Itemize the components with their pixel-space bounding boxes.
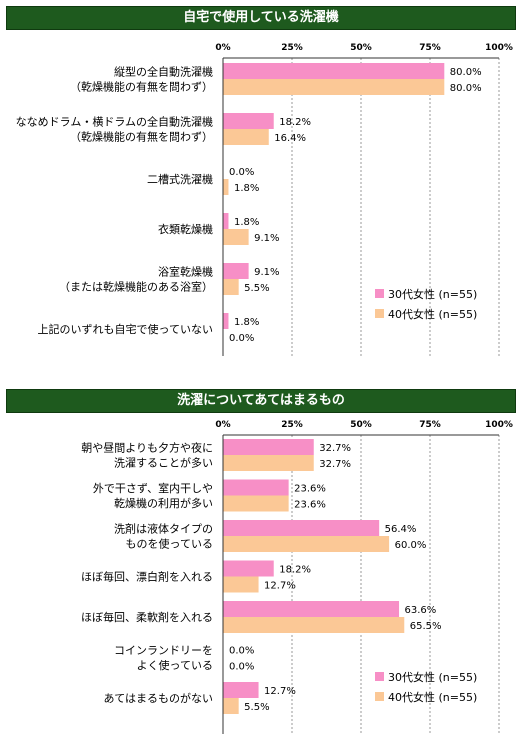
bar-40s (223, 79, 445, 95)
bar-30s (223, 682, 259, 698)
data-label: 32.7% (319, 459, 351, 470)
category-label: ものを使っている (126, 538, 213, 551)
bar-30s (223, 520, 380, 536)
bar-40s (223, 576, 259, 593)
category-label: よく使っている (137, 659, 213, 672)
data-label: 60.0% (395, 540, 427, 551)
category-label: 外で干さず、室内干しや (93, 481, 213, 495)
legend-swatch-30s (375, 672, 384, 681)
category-label: 洗剤は液体タイプの (114, 522, 213, 536)
bar-40s (223, 129, 269, 145)
category-label: 朝や昼間よりも夕方や夜に (81, 441, 213, 455)
data-label: 56.4% (385, 524, 417, 535)
data-label: 12.7% (264, 581, 296, 592)
bar-chart: 0% 25% 50% 75% 100%縦型の全自動洗濯機（乾燥機能の有無を問わず）80.… (16, 43, 513, 356)
data-label: 1.8% (234, 317, 259, 328)
bar-40s (223, 179, 229, 195)
category-label: 上記のいずれも自宅で使っていない (38, 322, 213, 336)
category-label: 二槽式洗濯機 (147, 172, 213, 186)
category-label: （乾燥機能の有無を問わず） (70, 130, 213, 144)
data-label: 16.4% (274, 133, 306, 144)
data-label: 5.5% (244, 283, 269, 294)
data-label: 80.0% (450, 83, 482, 94)
data-label: 5.5% (244, 702, 269, 713)
bar-40s (223, 536, 390, 552)
legend-swatch-30s (375, 289, 384, 298)
data-label: 0.0% (229, 167, 254, 178)
data-label: 12.7% (264, 686, 296, 697)
bar-30s (223, 479, 289, 496)
data-label: 32.7% (319, 443, 351, 454)
x-tick-label: 25% (281, 43, 303, 53)
data-label: 80.0% (450, 67, 482, 78)
bar-40s (223, 455, 314, 471)
legend-label: 40代女性 (n=55) (388, 690, 477, 704)
category-label: 乾燥機の利用が多い (114, 496, 213, 510)
x-tick-label: 100% (485, 420, 513, 430)
x-tick-label: 75% (419, 420, 441, 430)
category-label: （乾燥機能の有無を問わず） (70, 80, 213, 94)
data-label: 23.6% (294, 500, 326, 511)
legend-swatch-40s (375, 309, 384, 318)
chart-panel-laundry-habits: 洗濯についてあてはまるもの 0% 25% 50% 75% 100% 朝や昼間よりも夕方や夜… (6, 389, 516, 734)
legend-label: 30代女性 (n=55) (388, 670, 477, 684)
category-label: ななめドラム・横ドラムの全自動洗濯機 (16, 115, 213, 129)
x-tick-label: 0% (215, 43, 230, 53)
bar-40s (223, 617, 405, 633)
bar-40s (223, 698, 239, 714)
category-label: 浴室乾燥機 (158, 265, 213, 279)
category-label: あてはまるものがない (103, 691, 213, 705)
x-tick-label: 25% (281, 420, 303, 430)
data-label: 65.5% (410, 621, 442, 632)
bar-30s (223, 313, 229, 329)
x-tick-label: 75% (419, 43, 441, 53)
data-label: 0.0% (229, 662, 254, 673)
data-label: 18.2% (279, 117, 311, 128)
legend-label: 40代女性 (n=55) (388, 307, 477, 321)
x-tick-label: 100% (485, 43, 513, 53)
chart-title: 自宅で使用している洗濯機 (6, 6, 516, 30)
chart-title: 洗濯についてあてはまるもの (6, 389, 516, 413)
category-label: ほぼ毎回、漂白剤を入れる (81, 570, 213, 584)
data-label: 63.6% (405, 605, 437, 616)
data-label: 0.0% (229, 333, 254, 344)
bar-40s (223, 229, 249, 245)
chart-panel-washing-machines: 自宅で使用している洗濯機 0% 25% 50% 75% 100% 縦型の全自動洗濯機 （乾燥… (6, 6, 516, 356)
bar-30s (223, 560, 274, 577)
data-label: 9.1% (254, 267, 279, 278)
bar-30s (223, 601, 400, 617)
bar-30s (223, 263, 249, 279)
data-label: 18.2% (279, 565, 311, 576)
bar-40s (223, 495, 289, 512)
bar-30s (223, 213, 229, 229)
data-label: 1.8% (234, 183, 259, 194)
legend-swatch-40s (375, 692, 384, 701)
category-label: 洗濯することが多い (114, 456, 213, 470)
data-label: 23.6% (294, 484, 326, 495)
legend-label: 30代女性 (n=55) (388, 287, 477, 301)
category-label: ほぼ毎回、柔軟剤を入れる (81, 610, 213, 624)
x-tick-label: 0% (215, 420, 230, 430)
x-tick-label: 50% (350, 420, 372, 430)
data-label: 9.1% (254, 233, 279, 244)
category-label: （または乾燥機能のある浴室） (59, 280, 213, 294)
bar-30s (223, 439, 314, 455)
category-label: 衣類乾燥機 (158, 222, 213, 236)
bar-30s (223, 113, 274, 129)
category-label: コインランドリーを (114, 644, 213, 657)
bar-40s (223, 279, 239, 295)
bar-30s (223, 63, 445, 79)
x-tick-label: 50% (350, 43, 372, 53)
data-label: 1.8% (234, 217, 259, 228)
category-label: 縦型の全自動洗濯機 (114, 65, 213, 79)
data-label: 0.0% (229, 646, 254, 657)
